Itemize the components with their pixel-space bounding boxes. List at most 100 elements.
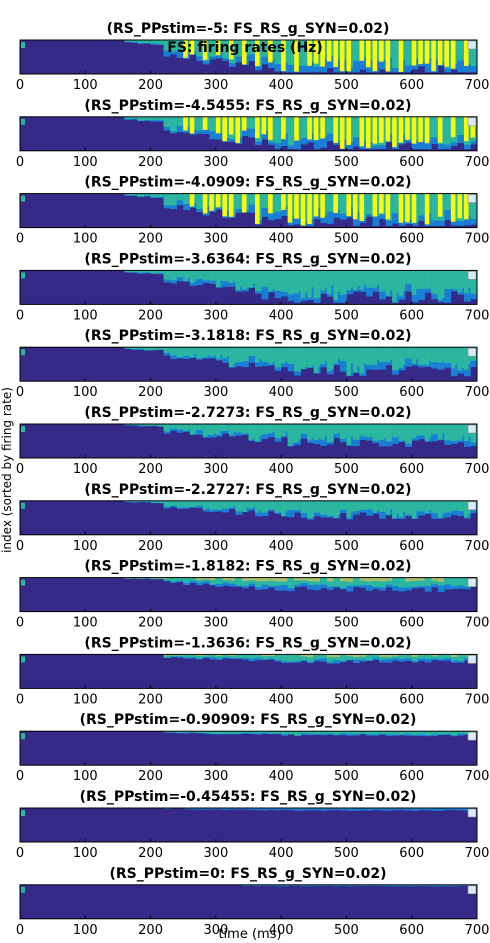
heatmap-cell xyxy=(294,654,302,662)
heatmap-cell xyxy=(241,40,247,65)
heatmap-cell xyxy=(209,577,216,580)
heatmap-cell xyxy=(294,577,301,581)
heatmap-cell xyxy=(196,654,204,659)
heatmap-cell xyxy=(176,654,184,656)
heatmap-cell xyxy=(287,116,295,146)
heatmap-cell xyxy=(261,116,267,135)
heatmap-cell xyxy=(372,577,380,581)
heatmap-cell xyxy=(463,270,469,294)
heatmap-cell xyxy=(307,347,312,368)
heatmap-cell xyxy=(339,577,347,582)
heatmap-cell xyxy=(294,500,299,511)
x-tick-label: 400 xyxy=(269,462,294,477)
heatmap-cell xyxy=(418,270,426,289)
heatmap-cell xyxy=(398,347,404,368)
heatmap-cell xyxy=(150,270,158,274)
heatmap-cell xyxy=(222,193,227,217)
heatmap-cell xyxy=(463,116,469,142)
heatmap-cell xyxy=(405,116,410,140)
panel-title: (RS_PPstim=-2.2727: FS_RS_g_SYN=0.02) xyxy=(84,482,411,498)
heatmap-cell xyxy=(372,577,380,587)
axes-frame xyxy=(19,346,478,382)
heatmap-cell xyxy=(300,347,306,369)
heatmap-cell xyxy=(359,424,365,436)
x-tick-label: 500 xyxy=(334,232,359,247)
heatmap-cell xyxy=(21,118,25,125)
heatmap-cell xyxy=(241,884,249,887)
heatmap-cell xyxy=(228,808,236,810)
heatmap-cell xyxy=(307,884,315,887)
heatmap-cell xyxy=(255,500,260,513)
heatmap-cell xyxy=(444,577,452,585)
heatmap-cell xyxy=(274,808,282,811)
heatmap-cell xyxy=(163,500,171,507)
heatmap-cell xyxy=(313,347,319,373)
heatmap-cell xyxy=(170,40,177,52)
heatmap-cell xyxy=(183,731,191,733)
heatmap-cell xyxy=(287,424,293,447)
heatmap-cell xyxy=(385,884,393,887)
heatmap-cell xyxy=(424,424,430,441)
x-tick-label: 200 xyxy=(138,616,163,631)
heatmap-cell xyxy=(255,424,260,442)
heatmap-cell xyxy=(183,808,191,810)
legend-marker xyxy=(467,194,477,203)
heatmap-cell xyxy=(333,808,341,811)
heatmap-cell xyxy=(281,654,288,662)
heatmap-cell xyxy=(222,577,229,581)
heatmap-cell xyxy=(202,654,210,658)
heatmap-cell xyxy=(463,347,469,370)
heatmap-cell xyxy=(366,808,373,811)
heatmap-cell xyxy=(385,116,391,142)
heatmap-cell xyxy=(196,577,204,583)
heatmap-cell xyxy=(339,654,347,661)
heatmap-cell xyxy=(21,502,25,509)
heatmap-cell xyxy=(183,116,188,131)
heatmap-cell xyxy=(450,270,456,289)
heatmap-cell xyxy=(444,40,449,67)
heatmap-cell xyxy=(372,808,380,811)
heatmap-cell xyxy=(196,654,203,656)
heatmap-cell xyxy=(359,654,367,660)
x-tick-label: 400 xyxy=(269,616,294,631)
heatmap-cell xyxy=(398,884,406,887)
heatmap-cell xyxy=(352,808,360,811)
heatmap-cell xyxy=(215,500,221,509)
axes-frame xyxy=(19,193,478,229)
heatmap-cell xyxy=(202,424,208,437)
x-tick-label: 0 xyxy=(16,78,24,93)
heatmap-cell xyxy=(255,270,260,289)
heatmap-cell xyxy=(326,424,334,443)
panel-title: (RS_PPstim=-4.5455: FS_RS_g_SYN=0.02) xyxy=(84,98,411,114)
heatmap-cell xyxy=(124,347,132,349)
heatmap-cell xyxy=(450,500,456,511)
heatmap-cell xyxy=(294,193,299,219)
x-tick-label: 200 xyxy=(138,846,163,861)
heatmap-cell xyxy=(137,270,145,273)
heatmap-cell xyxy=(326,884,334,886)
heatmap-cell xyxy=(366,347,373,365)
heatmap-cell xyxy=(300,40,308,66)
legend-marker xyxy=(467,655,477,664)
heatmap-cell xyxy=(176,577,184,581)
heatmap-cell xyxy=(392,654,399,659)
x-tick-label: 300 xyxy=(203,846,228,861)
heatmap-cell xyxy=(183,654,191,658)
heatmap-cell xyxy=(326,654,334,663)
heatmap-cell xyxy=(320,577,328,585)
heatmap-cell xyxy=(196,270,204,280)
heatmap-cell xyxy=(287,270,295,295)
heatmap-cell xyxy=(359,577,367,586)
legend-marker xyxy=(467,578,477,587)
heatmap-cell xyxy=(176,40,184,51)
x-tick-label: 300 xyxy=(203,923,228,938)
heatmap-cell xyxy=(405,347,413,359)
panel-title: (RS_PPstim=-3.6364: FS_RS_g_SYN=0.02) xyxy=(84,251,411,267)
heatmap-cell xyxy=(463,808,471,811)
heatmap-cell xyxy=(235,654,243,659)
x-tick-label: 600 xyxy=(399,232,424,247)
heatmap-cell xyxy=(424,347,430,366)
heatmap-cell xyxy=(189,193,195,207)
heatmap-cell xyxy=(287,347,295,364)
heatmap-cell xyxy=(268,270,273,292)
